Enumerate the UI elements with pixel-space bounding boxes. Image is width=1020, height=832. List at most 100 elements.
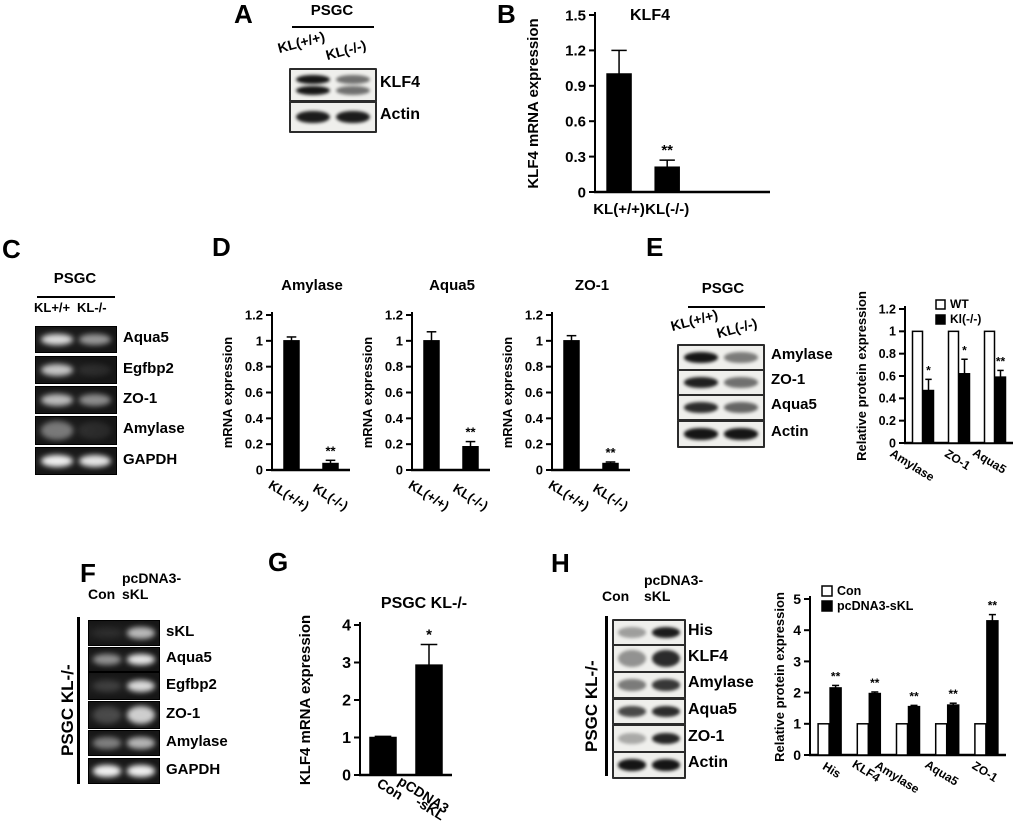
protein-band — [618, 679, 647, 691]
protein-band — [724, 377, 758, 388]
row-label: ZO-1 — [166, 704, 201, 722]
blot-row-aqua5 — [612, 698, 686, 725]
y-tick-label: 0 — [889, 436, 896, 450]
blot-row-klf4 — [289, 68, 377, 102]
y-axis-label: mRNA expression — [500, 337, 515, 449]
protein-band — [618, 759, 647, 771]
header-underline — [688, 306, 765, 308]
x-category-label: His — [820, 759, 844, 781]
y-tick-label: 0.8 — [245, 359, 263, 374]
row-label: Egfbp2 — [123, 359, 174, 377]
row-label: His — [688, 621, 713, 639]
protein-band — [724, 402, 758, 413]
row-label: KLF4 — [380, 74, 420, 91]
protein-band — [296, 74, 330, 85]
bar — [895, 723, 909, 756]
significance-marker: ** — [988, 599, 998, 613]
x-category-label: Aqua5 — [970, 445, 1009, 476]
y-tick-label: 0.8 — [525, 359, 543, 374]
gel-row-zo-1 — [88, 701, 160, 729]
lane-label: Con — [88, 586, 116, 602]
row-label: Aqua5 — [123, 329, 169, 346]
protein-band — [684, 402, 718, 413]
group-label: PSGC KL-/- — [582, 660, 601, 752]
row-label: Actin — [688, 754, 728, 771]
x-category-label: KL(-/-) — [645, 201, 689, 218]
blot-row-klf4 — [612, 644, 686, 673]
row-label: KLF4 — [688, 647, 728, 665]
protein-band — [336, 85, 370, 96]
blot-row-his — [612, 619, 686, 646]
protein-band — [79, 333, 112, 346]
legend-swatch — [821, 585, 833, 597]
bar — [415, 664, 443, 776]
panel-F-letter: F — [80, 558, 96, 588]
y-tick-label: 1.2 — [385, 308, 403, 323]
significance-marker: ** — [909, 689, 919, 703]
y-tick-label: 0.2 — [245, 437, 263, 452]
y-axis-label: Relative protein expression — [772, 592, 787, 762]
panel-E-western-blot: PSGC KL(+/+) KL(-/-) Amylase ZO-1 Aqua5 Actin — [669, 268, 875, 458]
y-tick-label: 1 — [256, 333, 263, 348]
protein-band — [79, 364, 112, 376]
significance-marker: ** — [870, 676, 880, 690]
y-axis-label: mRNA expression — [360, 337, 375, 449]
protein-band — [618, 627, 647, 638]
protein-band — [126, 737, 155, 749]
panel-H-western-blot: Con pcDNA3- sKL PSGC KL-/- His KLF4 Amylase Aqu… — [578, 558, 803, 793]
significance-marker: ** — [661, 142, 673, 159]
bar — [563, 340, 580, 471]
lane-label: Con — [602, 588, 630, 604]
bar — [868, 692, 882, 756]
panel-D-amylase-chart: mRNA expression Amylase 0 0.2 0.4 0.6 0.8 1 1.2 K… — [220, 277, 351, 513]
y-tick-label: 0.9 — [565, 78, 586, 95]
legend-swatch — [821, 600, 833, 612]
protein-band — [684, 428, 718, 440]
protein-band — [126, 627, 155, 639]
bar — [856, 723, 870, 756]
blot-row-actin — [677, 420, 765, 448]
x-category-label: Amylase — [888, 446, 938, 484]
gel-row-gapdh — [35, 447, 117, 475]
protein-band — [79, 455, 112, 467]
protein-band — [126, 765, 155, 777]
protein-band — [93, 680, 122, 692]
bar — [947, 330, 960, 444]
protein-band — [651, 732, 680, 745]
y-tick-label: 1.5 — [565, 7, 586, 24]
bar — [958, 373, 971, 444]
y-axis-label: KLF4 mRNA expression — [525, 18, 542, 188]
y-tick-label: 1 — [889, 325, 896, 339]
header-underline — [37, 296, 115, 298]
bar — [934, 723, 948, 756]
row-label: GAPDH — [123, 450, 178, 468]
row-label: Actin — [771, 422, 809, 440]
protein-band — [651, 627, 680, 638]
protein-band — [684, 377, 718, 388]
panel-C-gel: PSGC KL+/+ KL-/- Aqua5 Egfbp2 ZO-1 Amylase GAPD… — [30, 268, 230, 483]
significance-marker: ** — [605, 445, 616, 460]
legend-swatch — [935, 314, 946, 325]
y-tick-label: 1 — [536, 333, 543, 348]
bar — [994, 376, 1007, 444]
chart-title: KLF4 — [630, 7, 670, 24]
y-axis-label: mRNA expression — [220, 337, 235, 449]
y-tick-label: 5 — [793, 591, 801, 607]
x-category-label: Aqua5 — [922, 757, 961, 788]
y-tick-label: 1 — [342, 730, 351, 747]
y-tick-label: 3 — [793, 653, 801, 669]
protein-band — [93, 627, 122, 639]
x-category-label: KL(+/+) — [406, 477, 452, 513]
blot-row-zo-1 — [612, 724, 686, 753]
row-label: ZO-1 — [771, 371, 806, 388]
bar — [922, 389, 935, 444]
bar — [654, 166, 680, 193]
y-tick-label: 0 — [342, 768, 351, 785]
x-category-label: KL(+/+) — [546, 477, 592, 513]
bar — [369, 736, 397, 776]
chart-title: PSGC KL-/- — [381, 595, 467, 612]
protein-band — [336, 110, 370, 124]
panel-B-bar-chart: KLF4 mRNA expression KLF4 0 0.3 0.6 0.9 1.2 1.5… — [525, 7, 770, 218]
protein-band — [40, 394, 73, 406]
